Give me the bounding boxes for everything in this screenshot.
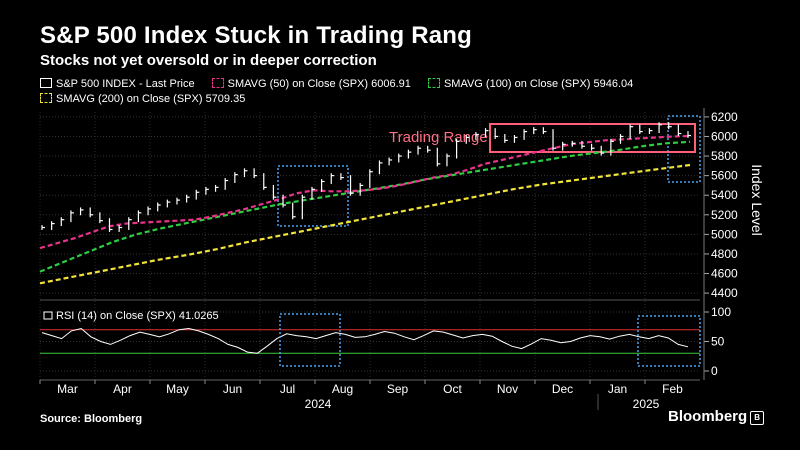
x-tick-label-Jun: Jun [223, 382, 242, 396]
y-tick-label-6200: 6200 [711, 110, 738, 124]
rsi-axis-ticks: 0 50 100 [704, 305, 731, 378]
y-tick-label-4400: 4400 [711, 286, 738, 300]
rsi-tick-label-100: 100 [711, 305, 731, 319]
highlight-box-feb-rsi [637, 315, 701, 367]
legend-sma100-swatch [427, 78, 440, 88]
y-tick-label-4600: 4600 [711, 267, 738, 281]
x-tick-label-Aug: Aug [332, 382, 353, 396]
trading-range-label: Trading Range [389, 129, 488, 146]
legend-sma100-label: SMAVG (100) on Close (SPX) 5946.04 [443, 78, 634, 90]
trading-range-box [489, 123, 696, 153]
legend-sma50: SMAVG (50) on Close (SPX) 6006.91 [211, 77, 411, 92]
y-tick-label-5400: 5400 [711, 188, 738, 202]
legend-sma50-swatch [211, 78, 224, 88]
highlight-box-jul-rsi [279, 313, 341, 367]
legend-sma100: SMAVG (100) on Close (SPX) 5946.04 [427, 77, 634, 92]
legend-price: S&P 500 INDEX - Last Price [40, 77, 195, 92]
series-rsi [41, 327, 689, 354]
x-axis-ticks: Mar Apr May Jun Jul Aug Sep Oct Nov Dec Jan Feb [39, 380, 683, 396]
series-sma200 [39, 163, 691, 285]
brand-logo: Bloomberg B [668, 408, 765, 425]
y-tick-label-5200: 5200 [711, 208, 738, 222]
chart-legend: S&P 500 INDEX - Last Price SMAVG (50) on… [40, 77, 720, 107]
legend-sma200-label: SMAVG (200) on Close (SPX) 5709.35 [56, 93, 246, 105]
chart-subtitle: Stocks not yet oversold or in deeper cor… [40, 52, 377, 69]
legend-sma200: SMAVG (200) on Close (SPX) 5709.35 [40, 92, 245, 107]
year-label-2025: 2025 [633, 397, 660, 411]
y-tick-label-4800: 4800 [711, 247, 738, 261]
legend-sma200-swatch [40, 93, 52, 103]
rsi-tick-label-50: 50 [711, 335, 725, 349]
x-tick-label-Dec: Dec [552, 382, 573, 396]
x-tick-label-Oct: Oct [443, 382, 462, 396]
source-note: Source: Bloomberg [40, 413, 143, 425]
x-tick-label-Jul: Jul [280, 382, 295, 396]
x-tick-label-Jan: Jan [608, 382, 627, 396]
highlight-box-jul-main [277, 165, 349, 227]
rsi-grid [40, 311, 700, 372]
legend-sma50-label: SMAVG (50) on Close (SPX) 6006.91 [227, 78, 411, 90]
y-tick-label-5000: 5000 [711, 227, 738, 241]
rsi-legend-swatch [43, 311, 53, 320]
legend-price-label: S&P 500 INDEX - Last Price [56, 78, 195, 90]
y-tick-label-6000: 6000 [711, 129, 738, 143]
series-price [41, 122, 691, 232]
legend-price-swatch [40, 78, 52, 88]
y-axis-label: Index Level [749, 164, 765, 236]
chart-title: S&P 500 Index Stuck in Trading Rang [40, 22, 473, 49]
rsi-tick-label-0: 0 [711, 364, 718, 378]
year-label-2024: 2024 [305, 397, 332, 411]
rsi-legend-label: RSI (14) on Close (SPX) 41.0265 [56, 310, 219, 322]
y-tick-label-5600: 5600 [711, 169, 738, 183]
y-tick-label-5800: 5800 [711, 149, 738, 163]
brand-mark: B [750, 411, 765, 425]
y-axis-ticks: 4400 4600 4800 5000 5200 5400 5600 5800 6000 6200 [704, 110, 738, 300]
x-tick-label-Apr: Apr [113, 382, 132, 396]
x-tick-label-May: May [166, 382, 189, 396]
brand-name: Bloomberg [668, 408, 748, 425]
x-tick-label-Feb: Feb [662, 382, 683, 396]
x-tick-label-Nov: Nov [497, 382, 518, 396]
x-tick-label-Mar: Mar [57, 382, 78, 396]
highlight-box-feb-main [667, 115, 701, 183]
x-tick-label-Sep: Sep [387, 382, 409, 396]
